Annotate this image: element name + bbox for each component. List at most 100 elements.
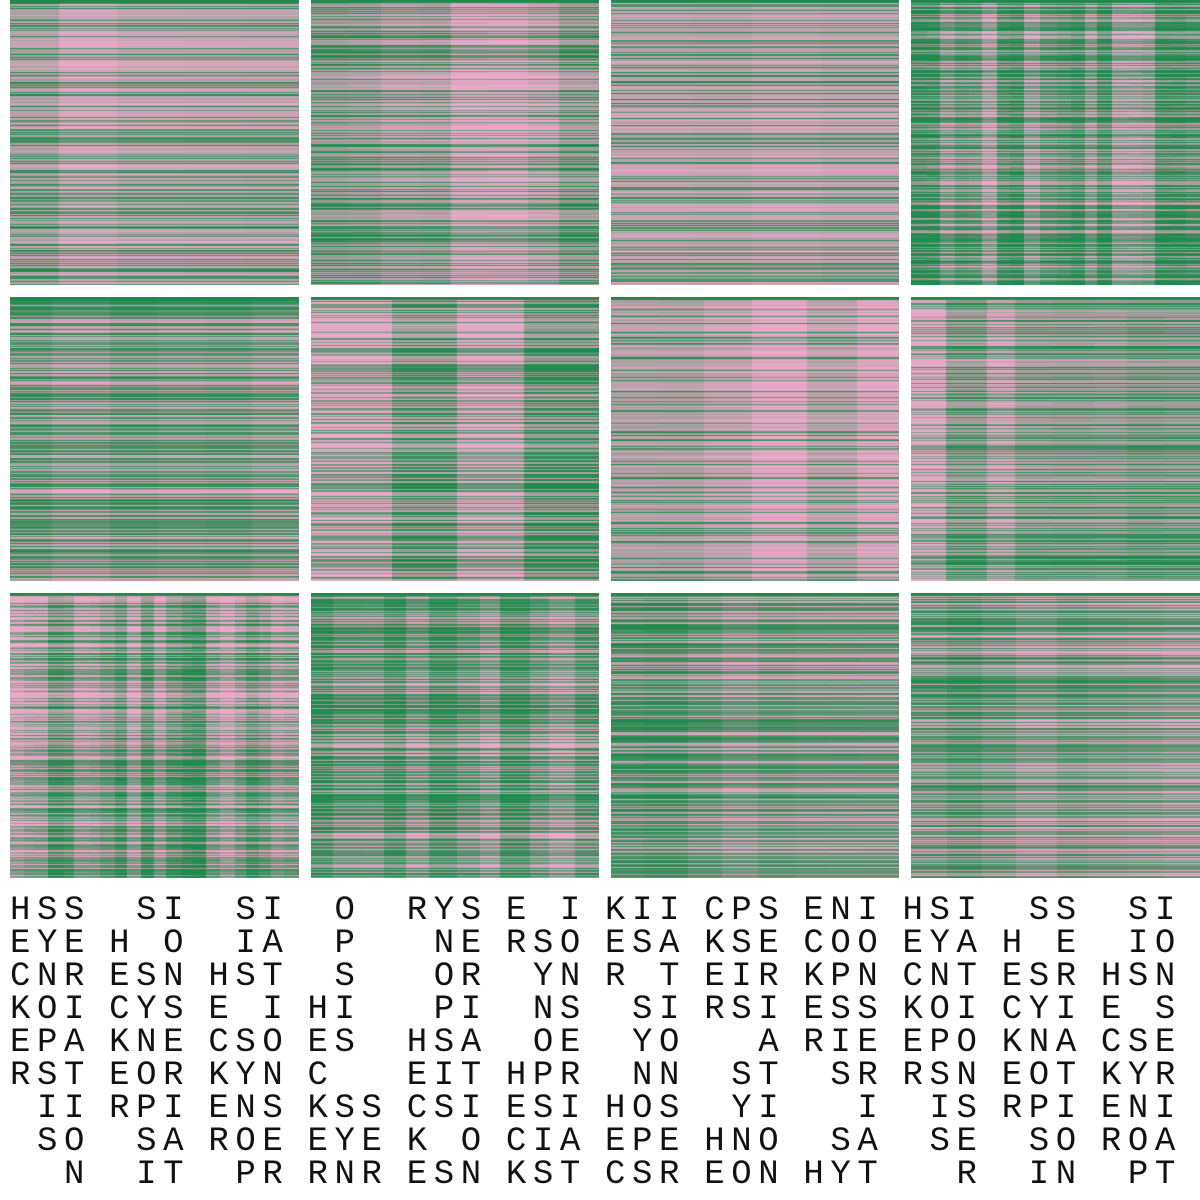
letter-group: SE bbox=[902, 1123, 984, 1161]
letter-group: RSO bbox=[505, 925, 587, 963]
letter-group: CPS bbox=[704, 892, 786, 930]
letter-group: SI bbox=[109, 892, 191, 930]
letter-group: YO bbox=[605, 1024, 687, 1062]
letter-group: HSA bbox=[406, 1024, 488, 1062]
letter-group: OR bbox=[406, 958, 488, 996]
letter-grid: HSS SI SI O RYS E I KII CPS ENI HSI SS SI EYE H… bbox=[10, 892, 1200, 1194]
letter-row: CNR ESN HST S OR YN R T EIR KPN CNT ESR HSN bbox=[10, 958, 1200, 996]
letter-group: ST bbox=[704, 1057, 786, 1095]
letter-group: IN bbox=[1001, 1156, 1083, 1194]
letter-group: IA bbox=[208, 925, 290, 963]
letter-row: EPA KNE CSO ES HSA OE YO A RIE EPO KNA CSE bbox=[10, 1024, 1200, 1062]
heatmap-panel bbox=[911, 297, 1200, 581]
letter-group: SI bbox=[605, 991, 687, 1029]
letter-group: RST bbox=[10, 1057, 92, 1095]
letter-group: ESN bbox=[109, 958, 191, 996]
letter-group: SA bbox=[803, 1123, 885, 1161]
letter-group: KOI bbox=[902, 991, 984, 1029]
letter-group: RYS bbox=[406, 892, 488, 930]
letter-group: HI bbox=[307, 991, 389, 1029]
heatmap-panel bbox=[311, 297, 599, 581]
letter-group: HNO bbox=[704, 1123, 786, 1161]
letter-group: RIE bbox=[803, 1024, 885, 1062]
letter-group: I bbox=[803, 1090, 885, 1128]
letter-group: SO bbox=[10, 1123, 92, 1161]
letter-group: RNR bbox=[307, 1156, 389, 1194]
heatmap-panel bbox=[911, 0, 1200, 285]
letter-group: EYA bbox=[902, 925, 984, 963]
letter-group: ES bbox=[307, 1024, 389, 1062]
letter-group: EYE bbox=[307, 1123, 389, 1161]
letter-group: NE bbox=[406, 925, 488, 963]
letter-group: CSI bbox=[406, 1090, 488, 1128]
letter-group: ENI bbox=[1100, 1090, 1182, 1128]
letter-group: HSI bbox=[902, 892, 984, 930]
letter-group: EYE bbox=[10, 925, 92, 963]
letter-group: YN bbox=[505, 958, 587, 996]
letter-row: KOI CYS E I HI PI NS SI RSI ESS KOI CYI E S bbox=[10, 991, 1200, 1029]
letter-group: PT bbox=[1100, 1156, 1182, 1194]
letter-group: PR bbox=[208, 1156, 290, 1194]
heatmap-panel bbox=[10, 593, 299, 878]
letter-group: R T bbox=[605, 958, 687, 996]
letter-group: CSR bbox=[605, 1156, 687, 1194]
heatmap-panel bbox=[10, 0, 299, 285]
letter-group: ESN bbox=[406, 1156, 488, 1194]
letter-group: N bbox=[10, 1156, 92, 1194]
letter-group: KII bbox=[605, 892, 687, 930]
letter-group: H E bbox=[1001, 925, 1083, 963]
letter-group: IO bbox=[1100, 925, 1182, 963]
letter-group: EPO bbox=[902, 1024, 984, 1062]
letter-group: KOI bbox=[10, 991, 92, 1029]
letter-group: HSN bbox=[1100, 958, 1182, 996]
letter-group: KNA bbox=[1001, 1024, 1083, 1062]
heatmap-panel bbox=[311, 593, 599, 878]
letter-group: IT bbox=[109, 1156, 191, 1194]
letter-group: KSS bbox=[307, 1090, 389, 1128]
letter-group: CSO bbox=[208, 1024, 290, 1062]
letter-row: HSS SI SI O RYS E I KII CPS ENI HSI SS SI bbox=[10, 892, 1200, 930]
letter-group: ROA bbox=[1100, 1123, 1182, 1161]
letter-group: EOT bbox=[1001, 1057, 1083, 1095]
letter-group: SI bbox=[1100, 892, 1182, 930]
letter-group: HSS bbox=[10, 892, 92, 930]
letter-group: II bbox=[10, 1090, 92, 1128]
letter-group: ENS bbox=[208, 1090, 290, 1128]
letter-group: EIT bbox=[406, 1057, 488, 1095]
letter-group: OE bbox=[505, 1024, 587, 1062]
letter-group: HPR bbox=[505, 1057, 587, 1095]
letter-group: ESS bbox=[803, 991, 885, 1029]
letter-group: KYR bbox=[1100, 1057, 1182, 1095]
letter-group: HYT bbox=[803, 1156, 885, 1194]
letter-group: KYN bbox=[208, 1057, 290, 1095]
letter-group: E I bbox=[208, 991, 290, 1029]
letter-group: A bbox=[704, 1024, 786, 1062]
letter-group: O bbox=[307, 892, 389, 930]
letter-row: RST EOR KYN C EIT HPR NN ST SR RSN EOT KYR bbox=[10, 1057, 1200, 1095]
letter-group: RPI bbox=[109, 1090, 191, 1128]
letter-group: SA bbox=[109, 1123, 191, 1161]
letter-row: II RPI ENS KSS CSI ESI HOS YI I IS RPI ENI bbox=[10, 1090, 1200, 1128]
letter-group: SO bbox=[1001, 1123, 1083, 1161]
letter-group: R bbox=[902, 1156, 984, 1194]
letter-row: SO SA ROE EYE K O CIA EPE HNO SA SE SO ROA bbox=[10, 1123, 1200, 1161]
letter-group: HST bbox=[208, 958, 290, 996]
letter-group: RSN bbox=[902, 1057, 984, 1095]
letter-row: EYE H O IA P NE RSO ESA KSE COO EYA H E IO bbox=[10, 925, 1200, 963]
letter-group: KSE bbox=[704, 925, 786, 963]
letter-group: CSE bbox=[1100, 1024, 1182, 1062]
letter-group: IS bbox=[902, 1090, 984, 1128]
heatmap-panel bbox=[911, 593, 1200, 878]
letter-group: CNT bbox=[902, 958, 984, 996]
heatmap-panel bbox=[611, 297, 899, 581]
letter-group: CIA bbox=[505, 1123, 587, 1161]
letter-group: EPA bbox=[10, 1024, 92, 1062]
letter-group: E S bbox=[1100, 991, 1182, 1029]
heatmap-panel bbox=[611, 593, 899, 878]
letter-group: ESR bbox=[1001, 958, 1083, 996]
letter-group: P bbox=[307, 925, 389, 963]
letter-group: SS bbox=[1001, 892, 1083, 930]
letter-group: EON bbox=[704, 1156, 786, 1194]
letter-group: ESA bbox=[605, 925, 687, 963]
letter-group: KPN bbox=[803, 958, 885, 996]
